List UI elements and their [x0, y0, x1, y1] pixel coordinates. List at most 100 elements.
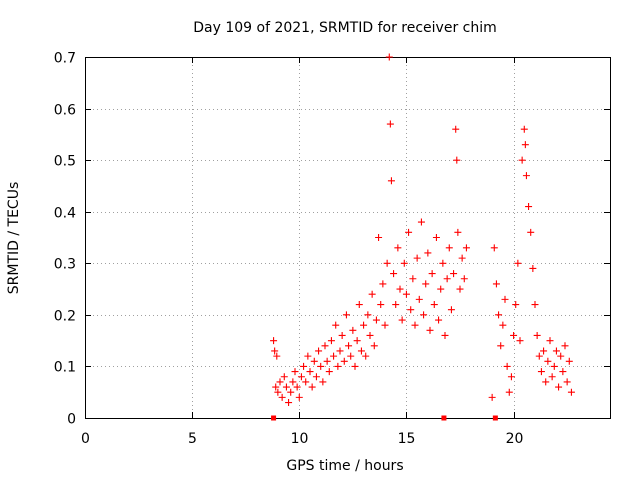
data-point — [327, 337, 335, 345]
data-point — [273, 352, 281, 360]
data-point — [424, 249, 432, 257]
data-point — [544, 357, 552, 365]
data-point — [555, 383, 563, 391]
grid-layer — [85, 57, 610, 418]
data-point — [516, 337, 524, 345]
data-point — [349, 326, 357, 334]
data-point — [383, 259, 391, 267]
data-point — [505, 388, 513, 396]
data-point — [334, 362, 342, 370]
data-point — [394, 244, 402, 252]
y-tick-label: 0 — [67, 412, 76, 428]
data-point — [542, 378, 550, 386]
data-point — [548, 373, 556, 381]
data-point — [366, 331, 374, 339]
data-point — [495, 311, 503, 319]
data-point — [285, 399, 293, 407]
x-tick-label: 10 — [291, 431, 309, 447]
data-point — [315, 347, 323, 355]
data-point — [540, 347, 548, 355]
data-point — [527, 228, 535, 236]
data-point — [565, 357, 573, 365]
data-point — [550, 362, 558, 370]
data-point — [520, 125, 528, 133]
data-point — [312, 373, 320, 381]
data-point — [372, 316, 380, 324]
data-point — [563, 378, 571, 386]
data-point — [405, 228, 413, 236]
data-point — [407, 306, 415, 314]
data-point — [409, 275, 417, 283]
y-axis-label: SRMTID / TECUs — [6, 182, 22, 295]
data-point — [533, 331, 541, 339]
data-point — [270, 337, 278, 345]
data-point — [271, 347, 279, 355]
data-point — [276, 378, 284, 386]
data-point — [490, 244, 498, 252]
data-point — [435, 316, 443, 324]
data-point — [400, 259, 408, 267]
data-point — [332, 321, 340, 329]
data-point — [518, 156, 526, 164]
data-point — [289, 378, 297, 386]
data-point — [362, 352, 370, 360]
data-point — [357, 347, 365, 355]
gap-marker — [271, 415, 277, 421]
data-point — [325, 368, 333, 376]
data-point — [411, 321, 419, 329]
data-point — [308, 383, 316, 391]
data-point — [291, 368, 299, 376]
y-tick-label: 0.4 — [54, 206, 76, 222]
data-point — [426, 326, 434, 334]
data-point — [456, 285, 464, 293]
data-point — [319, 378, 327, 386]
y-tick-label: 0.7 — [54, 51, 76, 67]
x-tick-label: 0 — [81, 431, 90, 447]
data-point — [310, 357, 318, 365]
data-point — [323, 357, 331, 365]
data-point — [293, 383, 301, 391]
data-point — [546, 337, 554, 345]
data-point — [321, 342, 329, 350]
data-point — [559, 368, 567, 376]
data-point — [567, 388, 575, 396]
data-point — [422, 280, 430, 288]
data-point — [430, 301, 438, 309]
data-point — [336, 347, 344, 355]
y-tick-label: 0.2 — [54, 309, 76, 325]
data-point — [462, 244, 470, 252]
data-point — [402, 290, 410, 298]
data-point — [272, 383, 280, 391]
data-point — [510, 331, 518, 339]
data-point — [432, 234, 440, 241]
data-point — [512, 301, 520, 309]
data-point — [415, 295, 423, 303]
gap-marker — [492, 415, 498, 421]
data-point — [353, 337, 361, 345]
data-point — [561, 342, 569, 350]
data-point — [340, 357, 348, 365]
data-point — [552, 347, 560, 355]
data-point — [390, 270, 398, 278]
data-point — [355, 301, 363, 309]
data-point — [345, 342, 353, 350]
data-point — [557, 352, 565, 360]
data-point — [295, 393, 303, 401]
data-point — [503, 362, 511, 370]
axis-layer: 0 0.1 0.2 0.3 0.4 0.5 0.6 0.7 0 5 10 15 20 — [54, 51, 611, 447]
data-point — [375, 234, 383, 241]
data-point — [447, 306, 455, 314]
y-tick-label: 0.5 — [54, 154, 76, 170]
data-point — [514, 259, 522, 267]
data-point — [300, 362, 308, 370]
chart-title: Day 109 of 2021, SRMTID for receiver chi… — [193, 20, 497, 36]
data-point — [499, 321, 507, 329]
data-point — [364, 311, 372, 319]
data-point — [302, 378, 310, 386]
data-point — [280, 373, 288, 381]
data-point-layer — [270, 53, 575, 407]
data-point — [386, 120, 394, 128]
data-point — [488, 393, 496, 401]
data-point — [454, 228, 462, 236]
